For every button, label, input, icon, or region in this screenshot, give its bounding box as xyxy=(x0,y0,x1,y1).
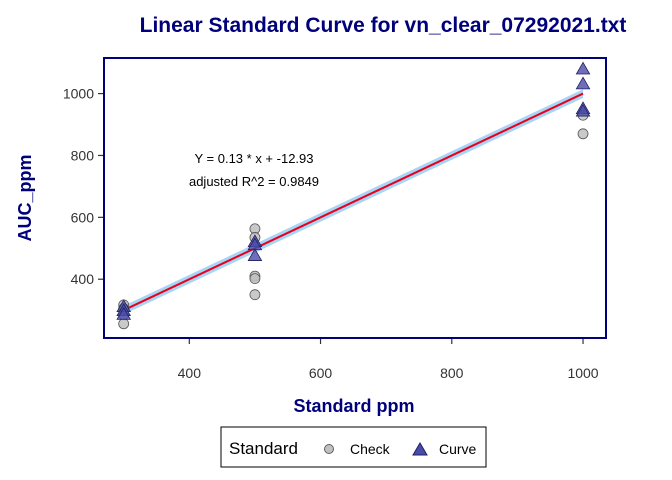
fit-line xyxy=(123,92,584,312)
plot-area xyxy=(116,61,591,330)
legend-box xyxy=(220,426,487,468)
plot-frame xyxy=(103,57,607,339)
y-axis: 400 600 800 1000 xyxy=(63,86,103,287)
x-tick-label: 400 xyxy=(178,365,202,381)
y-tick-label: 600 xyxy=(71,209,95,225)
check-point xyxy=(577,128,589,140)
chart-title: Linear Standard Curve for vn_clear_07292… xyxy=(140,14,627,37)
curve-point xyxy=(247,248,263,261)
y-axis-label: AUC_ppm xyxy=(15,154,35,241)
x-axis: 400 600 800 1000 xyxy=(178,339,599,381)
legend-curve-symbol xyxy=(412,442,428,456)
legend-curve-label: Curve xyxy=(439,441,477,457)
y-tick-label: 400 xyxy=(71,271,95,287)
curve-point xyxy=(575,76,591,90)
curve-point xyxy=(116,306,132,320)
x-axis-label: Standard ppm xyxy=(293,396,414,416)
check-point xyxy=(118,318,130,330)
curve-point xyxy=(575,61,591,75)
legend-check-symbol xyxy=(324,444,334,454)
check-point xyxy=(249,273,261,284)
legend-title: Standard xyxy=(229,439,298,458)
r-squared-annotation: adjusted R^2 = 0.9849 xyxy=(189,174,319,189)
y-tick-label: 800 xyxy=(71,147,95,163)
legend-check-label: Check xyxy=(350,441,391,457)
equation-annotation: Y = 0.13 * x + -12.93 xyxy=(194,151,313,166)
y-tick-label: 1000 xyxy=(63,86,94,102)
x-tick-label: 1000 xyxy=(567,365,598,381)
curve-point xyxy=(575,103,591,117)
legend: Standard Check Curve xyxy=(220,426,487,468)
check-point xyxy=(249,289,261,301)
x-tick-label: 600 xyxy=(309,365,333,381)
x-tick-label: 800 xyxy=(440,365,464,381)
